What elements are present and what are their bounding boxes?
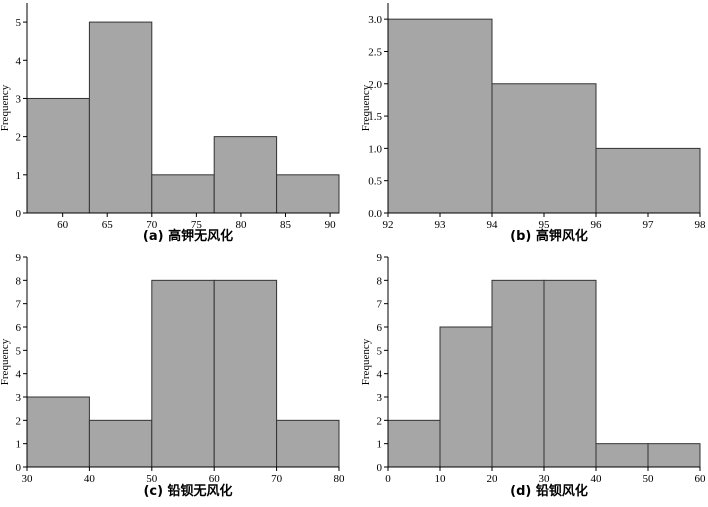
x-tick-label: 97 xyxy=(643,219,655,231)
histogram-bar xyxy=(26,396,90,468)
y-tick-label: 1 xyxy=(16,170,22,182)
x-tick-label: 60 xyxy=(209,473,221,485)
x-tick-label: 70 xyxy=(271,473,283,485)
y-tick-label: 6 xyxy=(377,322,383,334)
y-tick-label: 0.0 xyxy=(368,208,382,220)
y-tick-label: 2 xyxy=(377,415,383,427)
x-tick-label: 80 xyxy=(235,219,247,231)
y-tick-label: 1 xyxy=(16,439,22,451)
x-tick-label: 80 xyxy=(334,473,346,485)
histogram-bar xyxy=(491,83,597,214)
y-tick-label: 3.0 xyxy=(368,14,382,26)
x-tick-label: 75 xyxy=(191,219,203,231)
histogram-bar xyxy=(151,279,215,468)
x-tick-label: 40 xyxy=(591,473,603,485)
histogram-bar xyxy=(387,419,441,468)
histogram-bar xyxy=(88,419,153,468)
histogram-bar xyxy=(439,326,493,468)
x-tick-label: 50 xyxy=(146,473,158,485)
y-axis-label: Frequency xyxy=(360,84,372,131)
y-tick-label: 2.0 xyxy=(368,79,382,91)
y-tick-label: 3 xyxy=(377,392,383,404)
x-tick-label: 70 xyxy=(146,219,158,231)
y-tick-label: 5 xyxy=(16,345,22,357)
x-tick-label: 30 xyxy=(22,473,34,485)
x-tick-label: 90 xyxy=(325,219,337,231)
panel-caption: (a) 高钾无风化 xyxy=(143,228,233,244)
x-tick-label: 96 xyxy=(591,219,603,231)
histogram-bar xyxy=(88,21,153,214)
histogram-panel-a: 0 1 2 3 4 5 60 65 70 75 80 85 90 Frequency (a) 高钾无风化 xyxy=(0,3,340,244)
x-tick-label: 60 xyxy=(695,473,707,485)
y-tick-label: 0 xyxy=(16,462,22,474)
histogram-bar xyxy=(387,18,493,214)
y-tick-label: 1 xyxy=(377,439,383,451)
y-tick-label: 4 xyxy=(377,369,383,381)
y-tick-label: 9 xyxy=(377,252,383,264)
histogram-bar xyxy=(595,147,701,214)
x-tick-label: 92 xyxy=(383,219,394,231)
x-tick-label: 0 xyxy=(385,473,391,485)
x-tick-label: 85 xyxy=(280,219,292,231)
y-tick-label: 5 xyxy=(377,345,383,357)
histogram-panel-d: 0 1 2 3 4 5 6 7 8 9 0 10 20 30 40 50 60 Frequency (d) 铅钡风化 xyxy=(360,252,706,499)
y-tick-label: 1.5 xyxy=(368,111,382,123)
histogram-bar xyxy=(647,443,701,468)
x-tick-label: 98 xyxy=(695,219,707,231)
x-tick-label: 93 xyxy=(435,219,447,231)
y-tick-label: 3 xyxy=(16,392,22,404)
histogram-bar xyxy=(543,279,597,468)
panel-caption: (c) 铅钡无风化 xyxy=(143,483,232,499)
y-tick-label: 2 xyxy=(16,132,22,144)
y-tick-label: 3 xyxy=(16,93,22,105)
y-tick-label: 2 xyxy=(16,415,22,427)
y-tick-label: 2.5 xyxy=(368,46,382,58)
histogram-bar xyxy=(213,279,278,468)
histogram-panel-b: 0.0 0.5 1.0 1.5 2.0 2.5 3.0 92 93 94 95 96 97 98 Frequ… xyxy=(360,3,706,244)
y-axis-label: Frequency xyxy=(0,338,11,385)
y-tick-label: 1.0 xyxy=(368,143,382,155)
y-tick-label: 0.5 xyxy=(368,176,382,188)
x-tick-label: 95 xyxy=(539,219,551,231)
histogram-bar xyxy=(276,419,340,468)
y-tick-label: 0 xyxy=(377,462,383,474)
y-tick-label: 9 xyxy=(16,252,22,264)
histogram-bar xyxy=(213,136,278,214)
x-tick-label: 94 xyxy=(487,219,499,231)
x-tick-label: 10 xyxy=(435,473,447,485)
x-tick-label: 50 xyxy=(643,473,655,485)
histogram-bar xyxy=(276,174,340,214)
histogram-bar xyxy=(151,174,215,214)
y-tick-label: 8 xyxy=(377,275,383,287)
x-tick-label: 60 xyxy=(57,219,69,231)
y-tick-label: 5 xyxy=(16,17,22,29)
histogram-bar xyxy=(491,279,545,468)
y-tick-label: 8 xyxy=(16,275,22,287)
histogram-panel-c: 0 1 2 3 4 5 6 7 8 9 30 40 50 60 70 80 Frequency (c) 铅钡无风化 xyxy=(0,252,345,499)
histogram-bar xyxy=(595,443,649,468)
y-tick-label: 7 xyxy=(16,299,22,311)
y-tick-label: 4 xyxy=(16,55,22,67)
panel-caption: (d) 铅钡风化 xyxy=(510,483,588,499)
y-axis-label: Frequency xyxy=(360,338,372,385)
y-tick-label: 4 xyxy=(16,369,22,381)
y-tick-label: 0 xyxy=(16,208,22,220)
x-tick-label: 20 xyxy=(487,473,499,485)
x-tick-label: 65 xyxy=(102,219,114,231)
panel-caption: (b) 高钾风化 xyxy=(510,228,588,244)
y-tick-label: 7 xyxy=(377,299,383,311)
x-tick-label: 40 xyxy=(84,473,96,485)
histogram-bar xyxy=(26,97,90,214)
y-tick-label: 6 xyxy=(16,322,22,334)
x-tick-label: 30 xyxy=(539,473,551,485)
y-axis-label: Frequency xyxy=(0,84,11,131)
